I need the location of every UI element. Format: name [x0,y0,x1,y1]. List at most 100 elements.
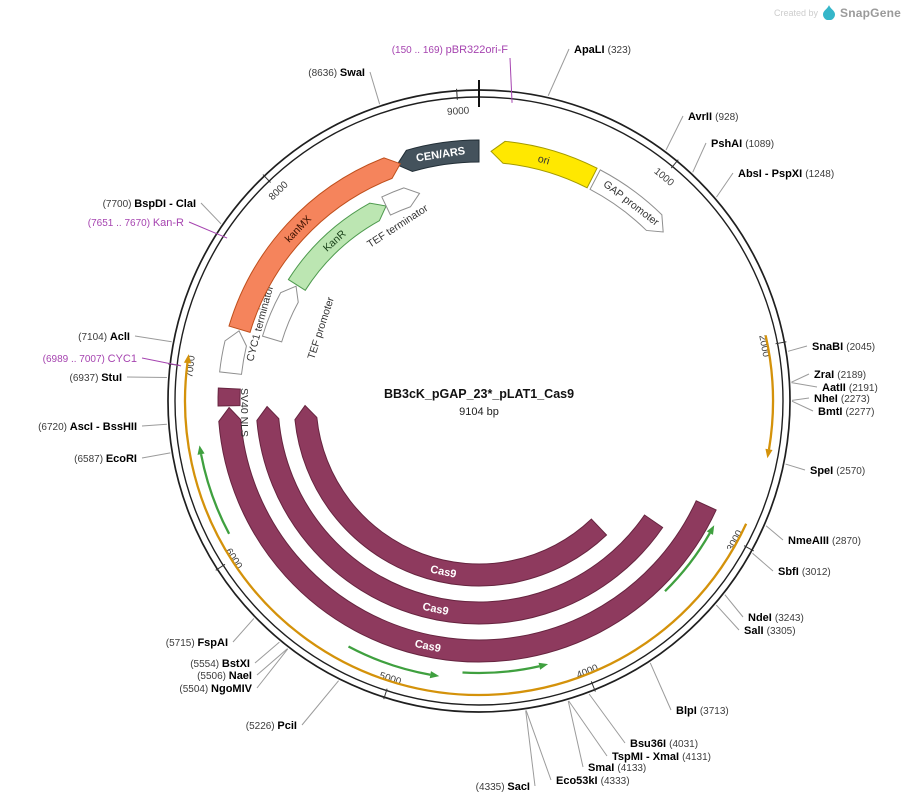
site-label-zrai: ZraI (2189) [814,369,866,381]
site-label-snabi: SnaBI (2045) [812,341,875,353]
tef-terminator-feature [381,187,421,216]
site-label-blpi: BlpI (3713) [676,705,729,717]
ori-feature [490,140,598,189]
cas9-middle-feature [256,405,664,625]
expression-arc-short-head [765,448,773,459]
site-label-bstxi: (5554) BstXI [190,658,250,670]
cyc1-terminator-feature [219,330,247,375]
site-label-fspai: (5715) FspAI [166,637,228,649]
scale-tick-1000 [670,159,679,169]
cas9-outer-label: Cas9 [414,638,442,655]
site-callout-ngomiv [256,648,289,689]
scale-label-8000: 8000 [267,179,291,203]
site-label-avrii: AvrII (928) [688,111,738,123]
sv40-nls-feature [217,387,241,407]
site-callout-avrii [665,115,684,151]
cas9-outer-feature [218,406,717,663]
orf-arrow-left-head [197,445,205,455]
orf-arrow-bottom-right [462,665,540,675]
orf-arrow-bottom-left [347,645,431,676]
site-label-sali: SalI (3305) [744,625,796,637]
cas9-inner-feature [294,404,608,587]
scale-tick-8000 [262,174,271,183]
site-callout-bsu36i [588,693,626,744]
orf-arrow-right [664,532,711,592]
site-callout-snabi [787,345,808,352]
site-callout-nmeaiii [765,525,784,541]
site-callout-swai [369,71,381,105]
cas9-inner-label: Cas9 [429,564,457,581]
site-label-tspmi-xmai: TspMI - XmaI (4131) [612,751,711,763]
tef-promoter-label: TEF promoter [305,295,337,361]
site-label-ngomiv: (5504) NgoMIV [179,683,252,695]
primer-label-cyc1: (6989 .. 7007) CYC1 [43,353,137,365]
site-label-acli: (7104) AclI [78,331,130,343]
scale-tick-4000 [590,681,596,692]
site-label-bsu36i: Bsu36I (4031) [630,738,698,750]
site-callout-kan-r [188,221,228,239]
site-callout-spei [785,463,806,471]
site-callout-bmti [791,400,814,412]
site-callout-pbr322ori-f [509,57,513,103]
expression-arc-long [183,362,748,697]
site-label-stui: (6937) StuI [70,372,122,384]
orf-arrow-bottom-right-head [538,662,549,670]
site-label-asci-bsshii: (6720) AscI - BssHII [38,421,137,433]
site-callout-smai [567,700,584,768]
site-label-ecori: (6587) EcoRI [74,453,137,465]
site-callout-asci-bsshii [141,423,167,427]
site-label-naei: (5506) NaeI [197,670,252,682]
ori-label: ori [536,153,550,168]
gap-promoter-feature [589,169,664,233]
watermark-brand: SnapGene [840,5,901,20]
plasmid-length: 9104 bp [459,406,499,418]
site-callout-fspai [232,618,255,643]
site-callout-cyc1 [141,357,182,367]
scale-tick-6000 [215,563,226,571]
scale-tick-9000 [456,88,458,100]
site-callout-bstxi [254,641,280,664]
primer-label-kan-r: (7651 .. 7670) Kan-R [88,217,184,229]
scale-tick-5000 [383,688,388,700]
watermark-created-by: Created by [774,7,819,18]
gap-promoter-label: GAP promoter [601,178,662,229]
watermark: Created by SnapGene [774,5,901,20]
site-callout-pshai [692,142,707,173]
site-label-sbfi: SbfI (3012) [778,566,831,578]
sv40-nls-label: SV40 NLS [238,388,250,437]
site-callout-acli [134,335,172,343]
site-label-nmeaiii: NmeAIII (2870) [788,535,861,547]
snapgene-logo-icon [823,5,836,20]
site-callout-bspdi-clai [200,202,222,225]
site-callout-apali [547,48,570,96]
scale-label-1000: 1000 [652,166,676,189]
site-label-bmti: BmtI (2277) [818,406,874,418]
site-callout-sali [715,604,740,631]
site-label-pshai: PshAI (1089) [711,138,774,150]
site-callout-naei [256,648,288,676]
plasmid-title: BB3cK_pGAP_23*_pLAT1_Cas9 [384,387,574,401]
site-callout-pcii [301,680,339,726]
kanmx-feature [228,157,402,333]
site-callout-ndei [724,594,744,618]
site-label-nhei: NheI (2273) [814,393,870,405]
site-label-apali: ApaLI (323) [574,44,631,56]
primer-label-pbr322ori-f: (150 .. 169) pBR322ori-F [392,44,509,56]
site-callout-tspmi-xmai [568,700,608,757]
site-callout-aatii [791,382,818,388]
site-label-saci: (4335) SacI [476,781,530,793]
kanr-feature [287,202,387,291]
site-callout-saci [525,710,536,787]
scale-tick-2000 [775,341,787,345]
tef-promoter-feature [261,285,299,343]
expression-arc-long-head [183,354,192,364]
site-label-spei: SpeI (2570) [810,465,865,477]
site-label-bspdi-clai: (7700) BspDI - ClaI [103,198,196,210]
cen-ars-feature [396,139,480,172]
site-label-smai: SmaI (4133) [588,762,646,774]
site-callout-eco53ki [525,710,552,781]
cas9-middle-label: Cas9 [421,601,449,618]
site-label-swai: (8636) SwaI [308,67,365,79]
